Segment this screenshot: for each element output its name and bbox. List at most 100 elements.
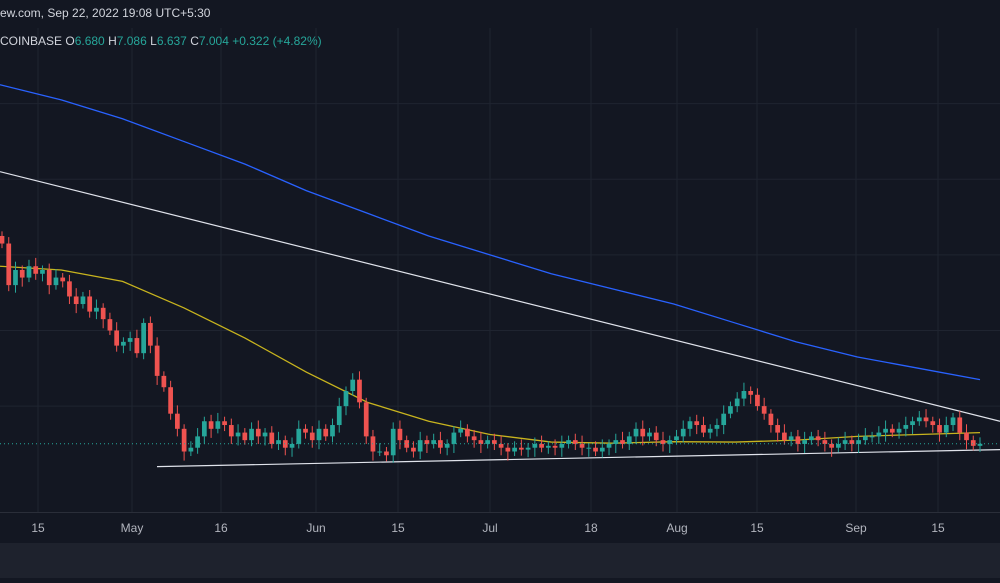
candle-body [94, 307, 99, 312]
time-axis-tick-label: Sep [845, 521, 867, 535]
time-axis-tick-label: 15 [931, 521, 945, 535]
moving-average-slow-line [0, 84, 981, 381]
candle-body [943, 425, 949, 433]
candle-body [782, 432, 787, 441]
candle-body [235, 432, 241, 437]
candle-body [33, 266, 39, 274]
candle-body [336, 406, 342, 426]
close-label: C [190, 34, 199, 48]
candle-body [721, 413, 727, 426]
candle-body [620, 440, 625, 444]
candle-body [201, 421, 207, 437]
candle-body [835, 443, 841, 448]
candle-body [228, 425, 234, 437]
candle-body [775, 425, 781, 433]
candle-body [208, 421, 214, 429]
open-label: O [65, 34, 75, 48]
candle-body [768, 413, 774, 426]
candle-body [869, 436, 875, 438]
candle-body [175, 413, 180, 429]
candle-body [674, 436, 679, 441]
candle-body [795, 436, 801, 444]
upper-trendline [0, 171, 1000, 422]
candle-body [532, 443, 538, 448]
time-axis[interactable] [0, 512, 1000, 544]
candle-body [957, 417, 963, 433]
candle-body [566, 440, 571, 444]
ohlc-legend: COINBASE O6.680 H7.086 L6.637 C7.004 +0.… [0, 34, 322, 48]
candle-body [303, 428, 308, 433]
candle-body [296, 428, 302, 444]
open-value: 6.680 [74, 34, 105, 48]
candle-body [357, 379, 362, 403]
candle-body [930, 421, 936, 426]
change-value: +0.322 [232, 34, 270, 48]
high-label: H [108, 34, 117, 48]
candle-body [862, 436, 868, 441]
candle-body [458, 428, 464, 433]
candle-body [923, 417, 929, 422]
candle-body [343, 391, 349, 407]
candle-body [950, 417, 956, 426]
candle-body [121, 341, 126, 346]
candle-body [390, 428, 396, 456]
candle-body [330, 425, 335, 437]
candle-body [680, 428, 686, 437]
candle-body [67, 281, 72, 297]
candle-body [309, 432, 315, 441]
candle-body [13, 270, 18, 286]
candle-body [141, 322, 147, 354]
candle-body [161, 375, 167, 388]
candle-body [397, 428, 403, 441]
candle-body [842, 440, 848, 444]
low-label: L [150, 34, 157, 48]
candle-body [518, 447, 524, 450]
candle-body [114, 330, 120, 346]
candle-body [910, 421, 915, 426]
candle-body [707, 428, 713, 433]
candle-body [323, 428, 329, 437]
candle-body [701, 425, 706, 433]
candle-body [829, 443, 834, 448]
candle-body [46, 270, 52, 286]
candle-body [714, 425, 720, 429]
candle-body [289, 443, 295, 448]
candle-body [572, 440, 578, 444]
candle-body [417, 440, 423, 452]
candle-body [384, 451, 389, 456]
candle-body [734, 398, 740, 407]
candle-body [552, 445, 558, 448]
candle-body [53, 277, 59, 286]
candle-body [26, 266, 32, 278]
candle-body [849, 440, 855, 444]
candle-body [195, 436, 200, 448]
candle-body [188, 447, 194, 452]
candle-body [262, 432, 268, 437]
time-axis-tick-label: 15 [750, 521, 764, 535]
candle-body [444, 443, 450, 448]
candle-body [127, 338, 133, 342]
candle-body [660, 440, 666, 444]
lower-trendline [156, 449, 1000, 468]
candle-body [471, 436, 477, 441]
candle-body [100, 307, 106, 320]
candle-body [242, 432, 248, 441]
candle-body [653, 432, 659, 441]
low-value: 6.637 [156, 34, 187, 48]
candle-body [60, 277, 66, 282]
candle-body [411, 447, 416, 452]
candle-body [755, 394, 760, 407]
candle-body [87, 296, 93, 312]
candle-body [492, 440, 497, 444]
candle-body [431, 440, 437, 444]
candle-body [761, 406, 767, 414]
candle-body [687, 421, 693, 429]
time-axis-tick-label: May [120, 521, 144, 535]
time-axis-tick-label: Jun [306, 521, 326, 535]
time-axis-tick-label: 16 [214, 521, 228, 535]
candle-body [424, 440, 430, 444]
candle-body [970, 440, 976, 446]
candle-body [478, 440, 484, 444]
